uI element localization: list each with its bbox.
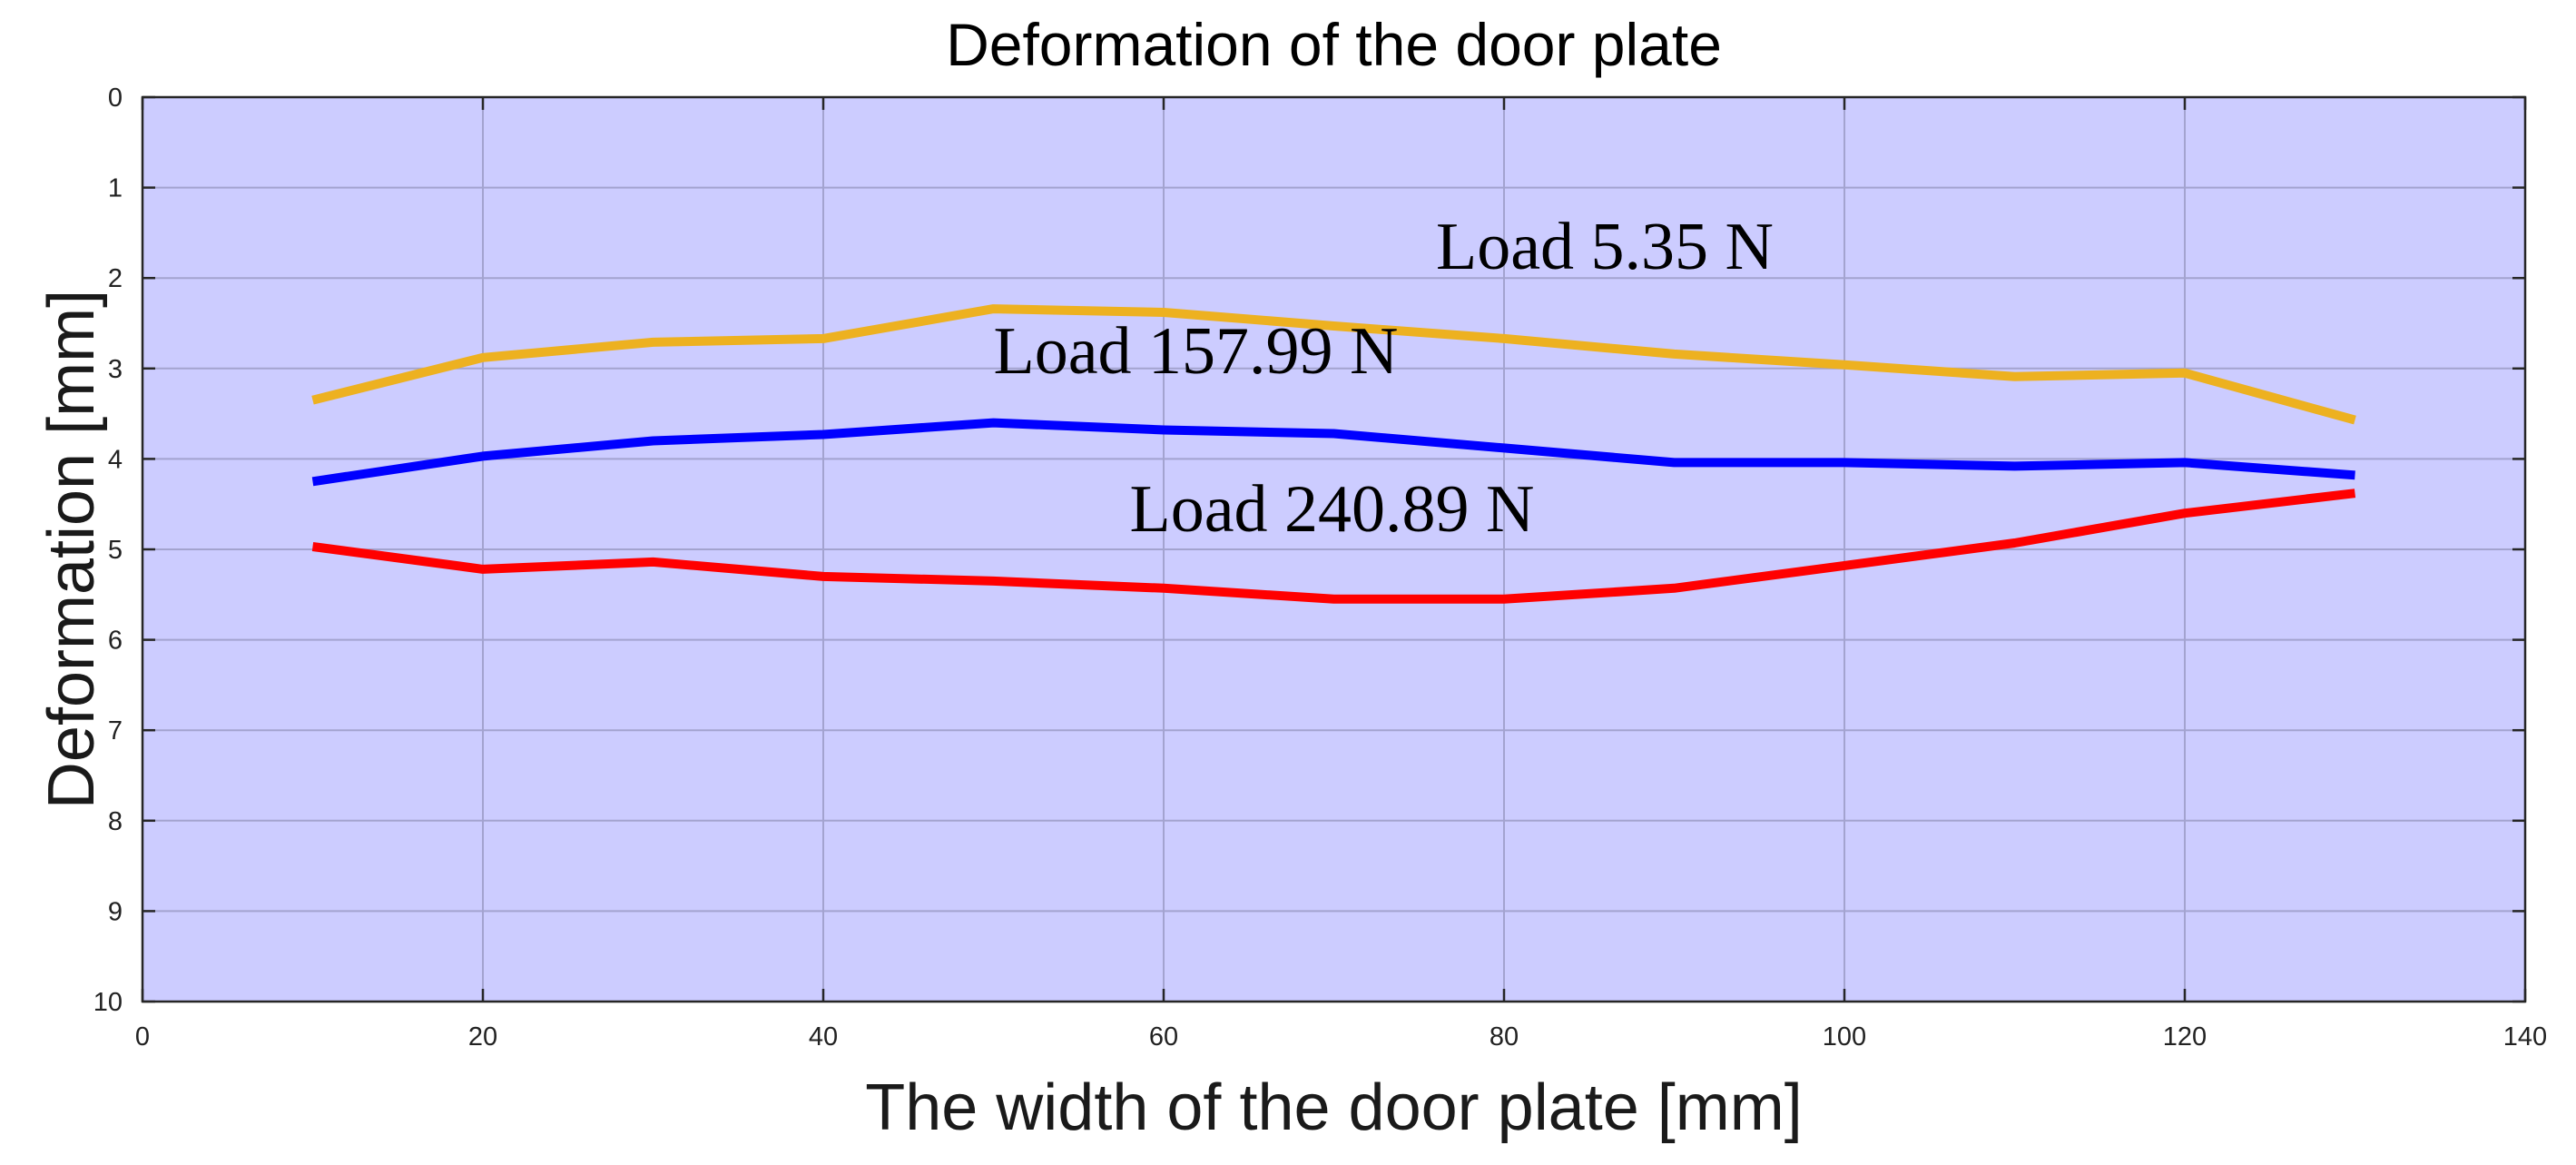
x-tick-label: 60 [1149, 1022, 1178, 1051]
x-tick-label: 100 [1823, 1022, 1866, 1051]
y-tick-label: 9 [108, 897, 123, 926]
series-annotation: Load 157.99 N [994, 314, 1399, 389]
y-tick-label: 10 [93, 988, 123, 1017]
series-line-3 [311, 489, 2356, 604]
series-annotation: Load 240.89 N [1130, 472, 1535, 547]
y-axis-label: Deformation [mm] [35, 290, 108, 809]
y-tick-label: 1 [108, 174, 123, 203]
y-tick-label: 4 [108, 445, 123, 474]
y-tick-label: 6 [108, 627, 123, 656]
ticks: 0 20 40 60 80 100 120 140 0 1 2 3 4 5 6 7 8 9 10 [93, 84, 2547, 1051]
y-tick-label: 8 [108, 807, 123, 836]
x-tick-label: 0 [135, 1022, 150, 1051]
series-line-1 [311, 304, 2356, 425]
y-tick-label: 3 [108, 355, 123, 384]
x-tick-label: 80 [1490, 1022, 1519, 1051]
y-tick-label: 0 [108, 84, 123, 113]
y-tick-label: 2 [108, 264, 123, 293]
x-tick-label: 20 [468, 1022, 497, 1051]
series-line-2 [311, 418, 2355, 487]
series-layer [311, 304, 2356, 604]
grid [143, 97, 2525, 1002]
y-tick-label: 7 [108, 716, 123, 745]
chart-title: Deformation of the door plate [946, 11, 1722, 78]
annotations: Load 5.35 N Load 157.99 N Load 240.89 N [994, 210, 1775, 547]
x-tick-label: 120 [2163, 1022, 2207, 1051]
series-annotation: Load 5.35 N [1436, 210, 1774, 284]
x-tick-label: 140 [2503, 1022, 2547, 1051]
y-tick-label: 5 [108, 536, 123, 565]
x-tick-label: 40 [809, 1022, 838, 1051]
x-axis-label: The width of the door plate [mm] [865, 1071, 1803, 1144]
